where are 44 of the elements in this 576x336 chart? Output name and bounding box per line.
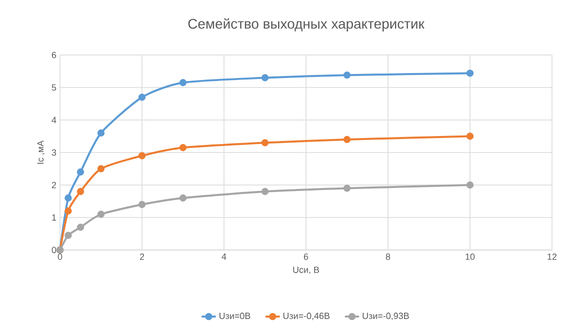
point: [97, 210, 105, 218]
y-tick-label: 1: [52, 214, 56, 221]
point: [261, 188, 269, 196]
point: [261, 139, 269, 146]
point: [179, 79, 187, 86]
point: [138, 94, 146, 101]
y-tick-label: 3: [52, 149, 56, 156]
x-tick-label: 12: [548, 254, 557, 260]
point: [64, 232, 72, 239]
point: [64, 194, 72, 202]
y-tick-label: 6: [52, 52, 56, 58]
x-tick-label: 2: [140, 254, 144, 260]
y-tick-label: 2: [52, 182, 56, 188]
x-axis-title: Uси, В: [293, 266, 319, 274]
legend-label: Uзи=-0,46В: [283, 312, 330, 320]
x-tick-label: 8: [386, 254, 390, 260]
point: [76, 224, 84, 231]
y-tick-label: 5: [52, 84, 56, 91]
legend-label: Uзи=-0,93В: [362, 312, 409, 320]
x-tick-label: 10: [466, 254, 475, 260]
legend-label: Uзи=0В: [220, 312, 250, 320]
chart-title: Семейство выходных характеристик: [188, 18, 424, 32]
point: [138, 152, 146, 160]
point: [76, 168, 84, 176]
point: [466, 132, 474, 140]
y-axis-title: Ic ,мА: [37, 140, 45, 164]
y-tick-label: 4: [52, 116, 56, 124]
point: [466, 70, 474, 77]
point: [179, 144, 187, 152]
point: [343, 72, 351, 79]
point: [64, 207, 72, 215]
point: [138, 200, 146, 208]
point: [76, 188, 84, 196]
point: [97, 165, 105, 172]
point: [179, 194, 187, 202]
point: [343, 184, 351, 192]
point: [343, 136, 351, 144]
x-tick-label: 6: [304, 254, 308, 260]
point: [261, 74, 269, 82]
point: [97, 129, 105, 137]
x-tick-label: 4: [222, 254, 226, 260]
y-tick-label: 0: [52, 246, 56, 254]
point: [466, 181, 474, 189]
x-tick-label: 0: [58, 254, 62, 260]
